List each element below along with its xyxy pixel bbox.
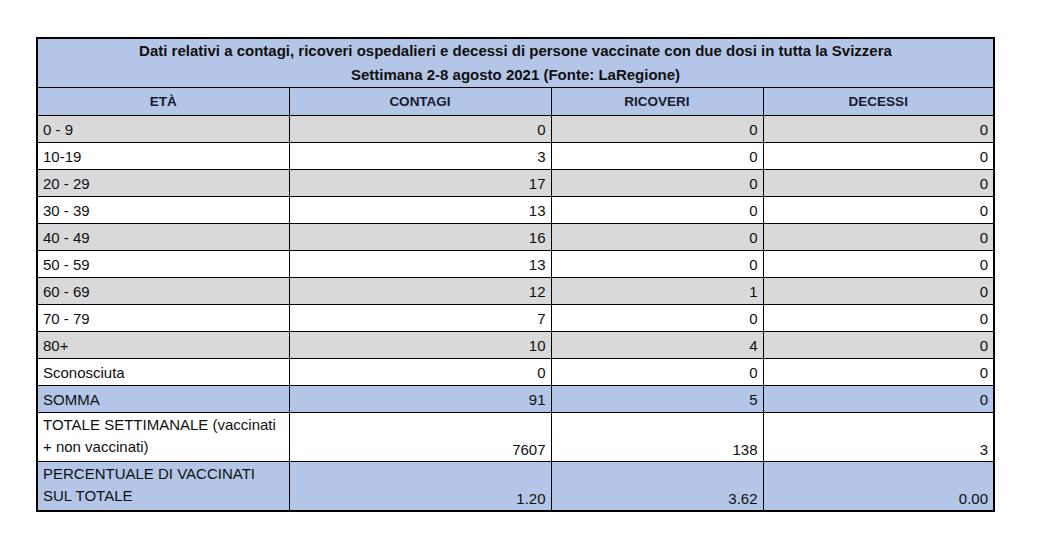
table-row: 20 - 29 17 0 0 [37, 170, 994, 197]
contagi-cell: 16 [289, 224, 551, 251]
ricoveri-cell: 0 [551, 143, 763, 170]
table-row: 50 - 59 13 0 0 [37, 251, 994, 278]
eta-cell: Sconosciuta [37, 359, 289, 386]
decessi-cell: 0 [763, 170, 994, 197]
col-header-eta: ETÀ [37, 88, 289, 116]
col-header-contagi: CONTAGI [289, 88, 551, 116]
eta-cell: 40 - 49 [37, 224, 289, 251]
contagi-cell: 13 [289, 197, 551, 224]
eta-cell: TOTALE SETTIMANALE (vaccinati + non vacc… [37, 413, 289, 462]
ricoveri-cell: 4 [551, 332, 763, 359]
totale-label-line-1: TOTALE SETTIMANALE (vaccinati [43, 414, 284, 436]
contagi-cell: 7 [289, 305, 551, 332]
eta-cell: 70 - 79 [37, 305, 289, 332]
table-row: 30 - 39 13 0 0 [37, 197, 994, 224]
eta-cell: 20 - 29 [37, 170, 289, 197]
eta-cell: 60 - 69 [37, 278, 289, 305]
eta-cell: 80+ [37, 332, 289, 359]
totale-settimanale-row: TOTALE SETTIMANALE (vaccinati + non vacc… [37, 413, 994, 462]
table-row: 0 - 9 0 0 0 [37, 116, 994, 143]
ricoveri-cell: 0 [551, 224, 763, 251]
contagi-cell: 91 [289, 386, 551, 413]
ricoveri-cell: 0 [551, 251, 763, 278]
totale-label-line-2: + non vaccinati) [43, 436, 284, 458]
table-row: 60 - 69 12 1 0 [37, 278, 994, 305]
percentuale-row: PERCENTUALE DI VACCINATI SUL TOTALE 1.20… [37, 462, 994, 512]
contagi-cell: 0 [289, 116, 551, 143]
contagi-cell: 3 [289, 143, 551, 170]
contagi-cell: 13 [289, 251, 551, 278]
decessi-cell: 0 [763, 332, 994, 359]
ricoveri-cell: 5 [551, 386, 763, 413]
decessi-cell: 0 [763, 143, 994, 170]
table-row: 70 - 79 7 0 0 [37, 305, 994, 332]
decessi-cell: 0 [763, 251, 994, 278]
title-line-2: Settimana 2-8 agosto 2021 (Fonte: LaRegi… [43, 63, 988, 87]
somma-row: SOMMA 91 5 0 [37, 386, 994, 413]
vaccination-table: Dati relativi a contagi, ricoveri ospeda… [36, 37, 995, 512]
ricoveri-cell: 0 [551, 170, 763, 197]
column-header-row: ETÀ CONTAGI RICOVERI DECESSI [37, 88, 994, 116]
col-header-ricoveri: RICOVERI [551, 88, 763, 116]
decessi-cell: 0 [763, 386, 994, 413]
percentuale-label-line-1: PERCENTUALE DI VACCINATI [43, 463, 284, 485]
ricoveri-cell: 1 [551, 278, 763, 305]
contagi-cell: 1.20 [289, 462, 551, 512]
vaccination-data-sheet: Dati relativi a contagi, ricoveri ospeda… [36, 37, 995, 512]
decessi-cell: 0 [763, 278, 994, 305]
eta-cell: PERCENTUALE DI VACCINATI SUL TOTALE [37, 462, 289, 512]
ricoveri-cell: 0 [551, 197, 763, 224]
table-row: 80+ 10 4 0 [37, 332, 994, 359]
eta-cell: SOMMA [37, 386, 289, 413]
decessi-cell: 0 [763, 116, 994, 143]
decessi-cell: 0 [763, 197, 994, 224]
ricoveri-cell: 0 [551, 116, 763, 143]
col-header-decessi: DECESSI [763, 88, 994, 116]
table-row: 10-19 3 0 0 [37, 143, 994, 170]
ricoveri-cell: 0 [551, 359, 763, 386]
title-row: Dati relativi a contagi, ricoveri ospeda… [37, 38, 994, 88]
title-line-1: Dati relativi a contagi, ricoveri ospeda… [43, 39, 988, 63]
decessi-cell: 3 [763, 413, 994, 462]
table-row: Sconosciuta 0 0 0 [37, 359, 994, 386]
table-row: 40 - 49 16 0 0 [37, 224, 994, 251]
contagi-cell: 7607 [289, 413, 551, 462]
percentuale-label-line-2: SUL TOTALE [43, 485, 284, 507]
decessi-cell: 0 [763, 224, 994, 251]
table-title: Dati relativi a contagi, ricoveri ospeda… [37, 38, 994, 88]
eta-cell: 30 - 39 [37, 197, 289, 224]
contagi-cell: 0 [289, 359, 551, 386]
ricoveri-cell: 138 [551, 413, 763, 462]
eta-cell: 10-19 [37, 143, 289, 170]
ricoveri-cell: 0 [551, 305, 763, 332]
contagi-cell: 10 [289, 332, 551, 359]
decessi-cell: 0 [763, 305, 994, 332]
eta-cell: 50 - 59 [37, 251, 289, 278]
contagi-cell: 17 [289, 170, 551, 197]
eta-cell: 0 - 9 [37, 116, 289, 143]
decessi-cell: 0 [763, 359, 994, 386]
contagi-cell: 12 [289, 278, 551, 305]
decessi-cell: 0.00 [763, 462, 994, 512]
ricoveri-cell: 3.62 [551, 462, 763, 512]
